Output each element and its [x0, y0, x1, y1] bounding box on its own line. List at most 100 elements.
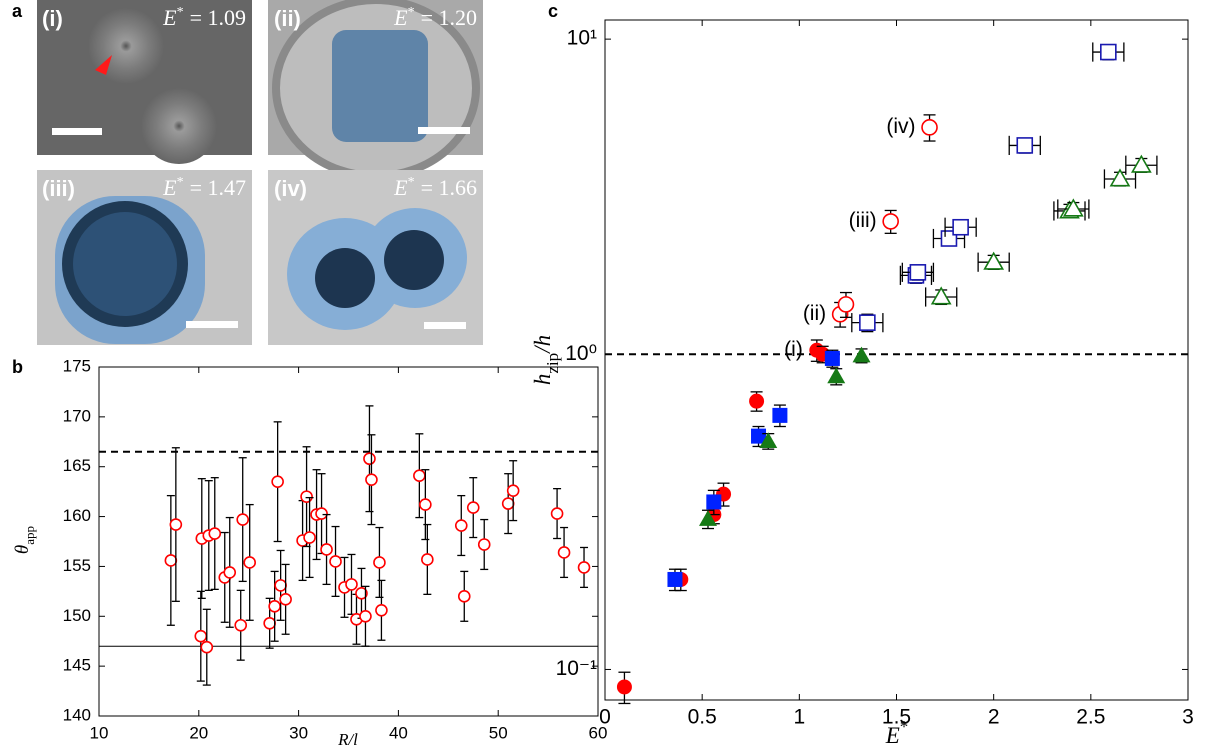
point	[698, 510, 717, 526]
point	[355, 587, 368, 600]
label-value: = 1.20	[421, 5, 477, 30]
y-tick-label: 140	[63, 705, 91, 724]
point	[1062, 198, 1084, 217]
y-axis-label: θapp	[12, 526, 37, 554]
label-part: *	[900, 717, 909, 736]
point-annotation: (iv)	[886, 115, 915, 138]
scale-bar	[52, 128, 102, 135]
point	[706, 494, 722, 510]
point	[1130, 154, 1152, 173]
point	[234, 618, 248, 632]
point	[852, 346, 871, 363]
point	[824, 350, 840, 366]
y-tick-label: 170	[63, 406, 91, 425]
point	[345, 578, 358, 591]
wetted-area	[332, 30, 428, 142]
image-tag: (ii)	[274, 6, 301, 31]
droplet	[315, 248, 375, 308]
micrograph: (ii) E* = 1.20	[268, 0, 483, 180]
x-axis-label: E*	[885, 717, 909, 748]
point-annotation: (i)	[784, 338, 803, 361]
point	[1100, 43, 1117, 61]
x-tick-label: 3	[1182, 706, 1194, 729]
image-tag: (i)	[42, 6, 63, 31]
point	[837, 296, 855, 313]
label-part: zip	[543, 353, 562, 374]
x-tick-label: 30	[289, 723, 308, 742]
x-tick-label: 2	[988, 706, 1000, 729]
point	[419, 498, 432, 511]
point	[373, 556, 386, 569]
label-superscript: *	[177, 175, 184, 190]
point	[772, 407, 788, 423]
label-part: app	[22, 526, 37, 545]
point	[577, 561, 591, 574]
point	[263, 616, 276, 630]
x-tick-label: 1	[793, 706, 805, 729]
x-tick-label: 10	[90, 723, 109, 742]
point	[1016, 137, 1034, 154]
point	[952, 218, 969, 236]
label-part: /h	[530, 335, 555, 355]
image-label: E* = 1.09	[162, 5, 246, 30]
point	[749, 393, 765, 409]
panel-label: b	[12, 357, 23, 377]
label-variable: E	[162, 5, 177, 30]
image-label: E* = 1.66	[393, 175, 477, 200]
point	[457, 590, 471, 603]
droplet	[141, 88, 217, 164]
point	[243, 556, 256, 569]
label-variable: E	[162, 175, 177, 200]
point	[667, 571, 683, 587]
scale-bar	[424, 322, 466, 329]
scale-bar	[418, 127, 470, 134]
label-superscript: *	[408, 175, 415, 190]
point	[983, 251, 1005, 270]
point	[279, 593, 292, 606]
y-axis-label: hzip/h	[530, 335, 562, 385]
label-part: θ	[12, 545, 33, 554]
label-value: = 1.09	[190, 5, 246, 30]
y-tick-label: 10⁰	[565, 342, 597, 365]
x-tick-label: 2.5	[1076, 706, 1105, 729]
x-axis-label: R/l	[337, 730, 358, 749]
micrograph: (iii) E* = 1.47	[37, 170, 252, 345]
image-label: E* = 1.47	[162, 175, 246, 200]
y-tick-label: 175	[63, 356, 91, 375]
point	[236, 513, 250, 526]
point	[557, 546, 571, 559]
x-tick-label: 1.5	[882, 706, 911, 729]
point	[466, 501, 480, 514]
point	[477, 538, 491, 551]
x-tick-label: 40	[389, 723, 408, 742]
point	[413, 469, 426, 482]
panel-label: c	[548, 1, 558, 21]
point	[359, 609, 372, 623]
y-tick-label: 165	[63, 456, 91, 475]
image-label: E* = 1.20	[393, 5, 477, 30]
point	[882, 213, 899, 230]
label-value: = 1.47	[190, 175, 246, 200]
label-part: E	[885, 723, 900, 748]
point	[859, 314, 876, 331]
point	[454, 519, 468, 532]
point	[303, 531, 316, 544]
point	[909, 264, 927, 281]
point	[616, 679, 632, 695]
panel-label: a	[12, 1, 23, 21]
point	[751, 428, 767, 444]
point	[550, 507, 564, 520]
image-tag: (iv)	[274, 176, 307, 201]
x-tick-label: 0.5	[688, 706, 717, 729]
point	[315, 507, 328, 520]
label-superscript: *	[177, 5, 184, 20]
point	[375, 604, 388, 617]
droplet	[88, 8, 164, 84]
x-tick-label: 50	[489, 723, 508, 742]
point	[200, 640, 214, 654]
y-tick-label: 10⁻¹	[556, 657, 597, 680]
point	[320, 543, 333, 556]
point	[501, 497, 515, 510]
y-tick-label: 155	[63, 556, 91, 575]
arrow	[95, 55, 112, 75]
